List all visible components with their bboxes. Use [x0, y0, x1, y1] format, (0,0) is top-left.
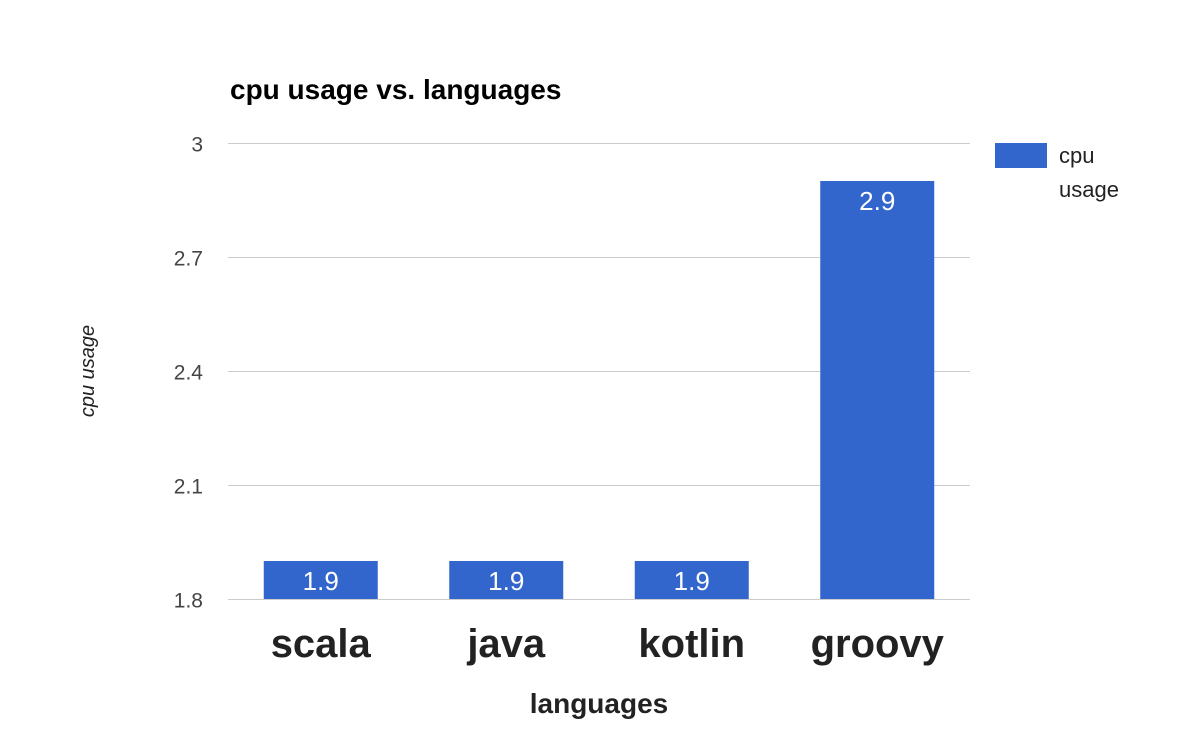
legend-swatch [995, 143, 1047, 168]
legend-label-line-1: cpu [1059, 143, 1094, 168]
x-axis-title: languages [530, 688, 668, 719]
bar [820, 181, 935, 599]
bar [263, 561, 378, 599]
bars [263, 181, 935, 599]
bar-data-label: 2.9 [859, 186, 895, 216]
bar-data-label: 1.9 [303, 566, 339, 596]
chart-title: cpu usage vs. languages [230, 74, 561, 105]
y-axis-title: cpu usage [77, 325, 99, 417]
bar-data-label: 1.9 [488, 566, 524, 596]
x-tick-label: groovy [811, 622, 945, 666]
bar [634, 561, 749, 599]
y-tick-label: 2.7 [174, 248, 203, 271]
y-tick-label: 1.8 [174, 590, 203, 613]
legend-label-line-2: usage [1059, 177, 1119, 202]
x-tick-label: scala [271, 622, 372, 666]
legend-label: cpu usage [1059, 143, 1119, 202]
x-tick-label: kotlin [638, 622, 745, 666]
x-tick-label: java [466, 622, 546, 666]
y-tick-label: 2.4 [174, 362, 204, 385]
y-axis-tick-labels: 1.8 2.1 2.4 2.7 3 [174, 134, 204, 613]
bar-data-labels: 1.9 1.9 1.9 2.9 [303, 186, 896, 596]
x-axis-tick-labels: scala java kotlin groovy [271, 622, 945, 666]
legend: cpu usage [995, 143, 1119, 202]
y-tick-label: 3 [191, 134, 203, 157]
bar-data-label: 1.9 [674, 566, 710, 596]
y-tick-label: 2.1 [174, 476, 203, 499]
bar [449, 561, 564, 599]
